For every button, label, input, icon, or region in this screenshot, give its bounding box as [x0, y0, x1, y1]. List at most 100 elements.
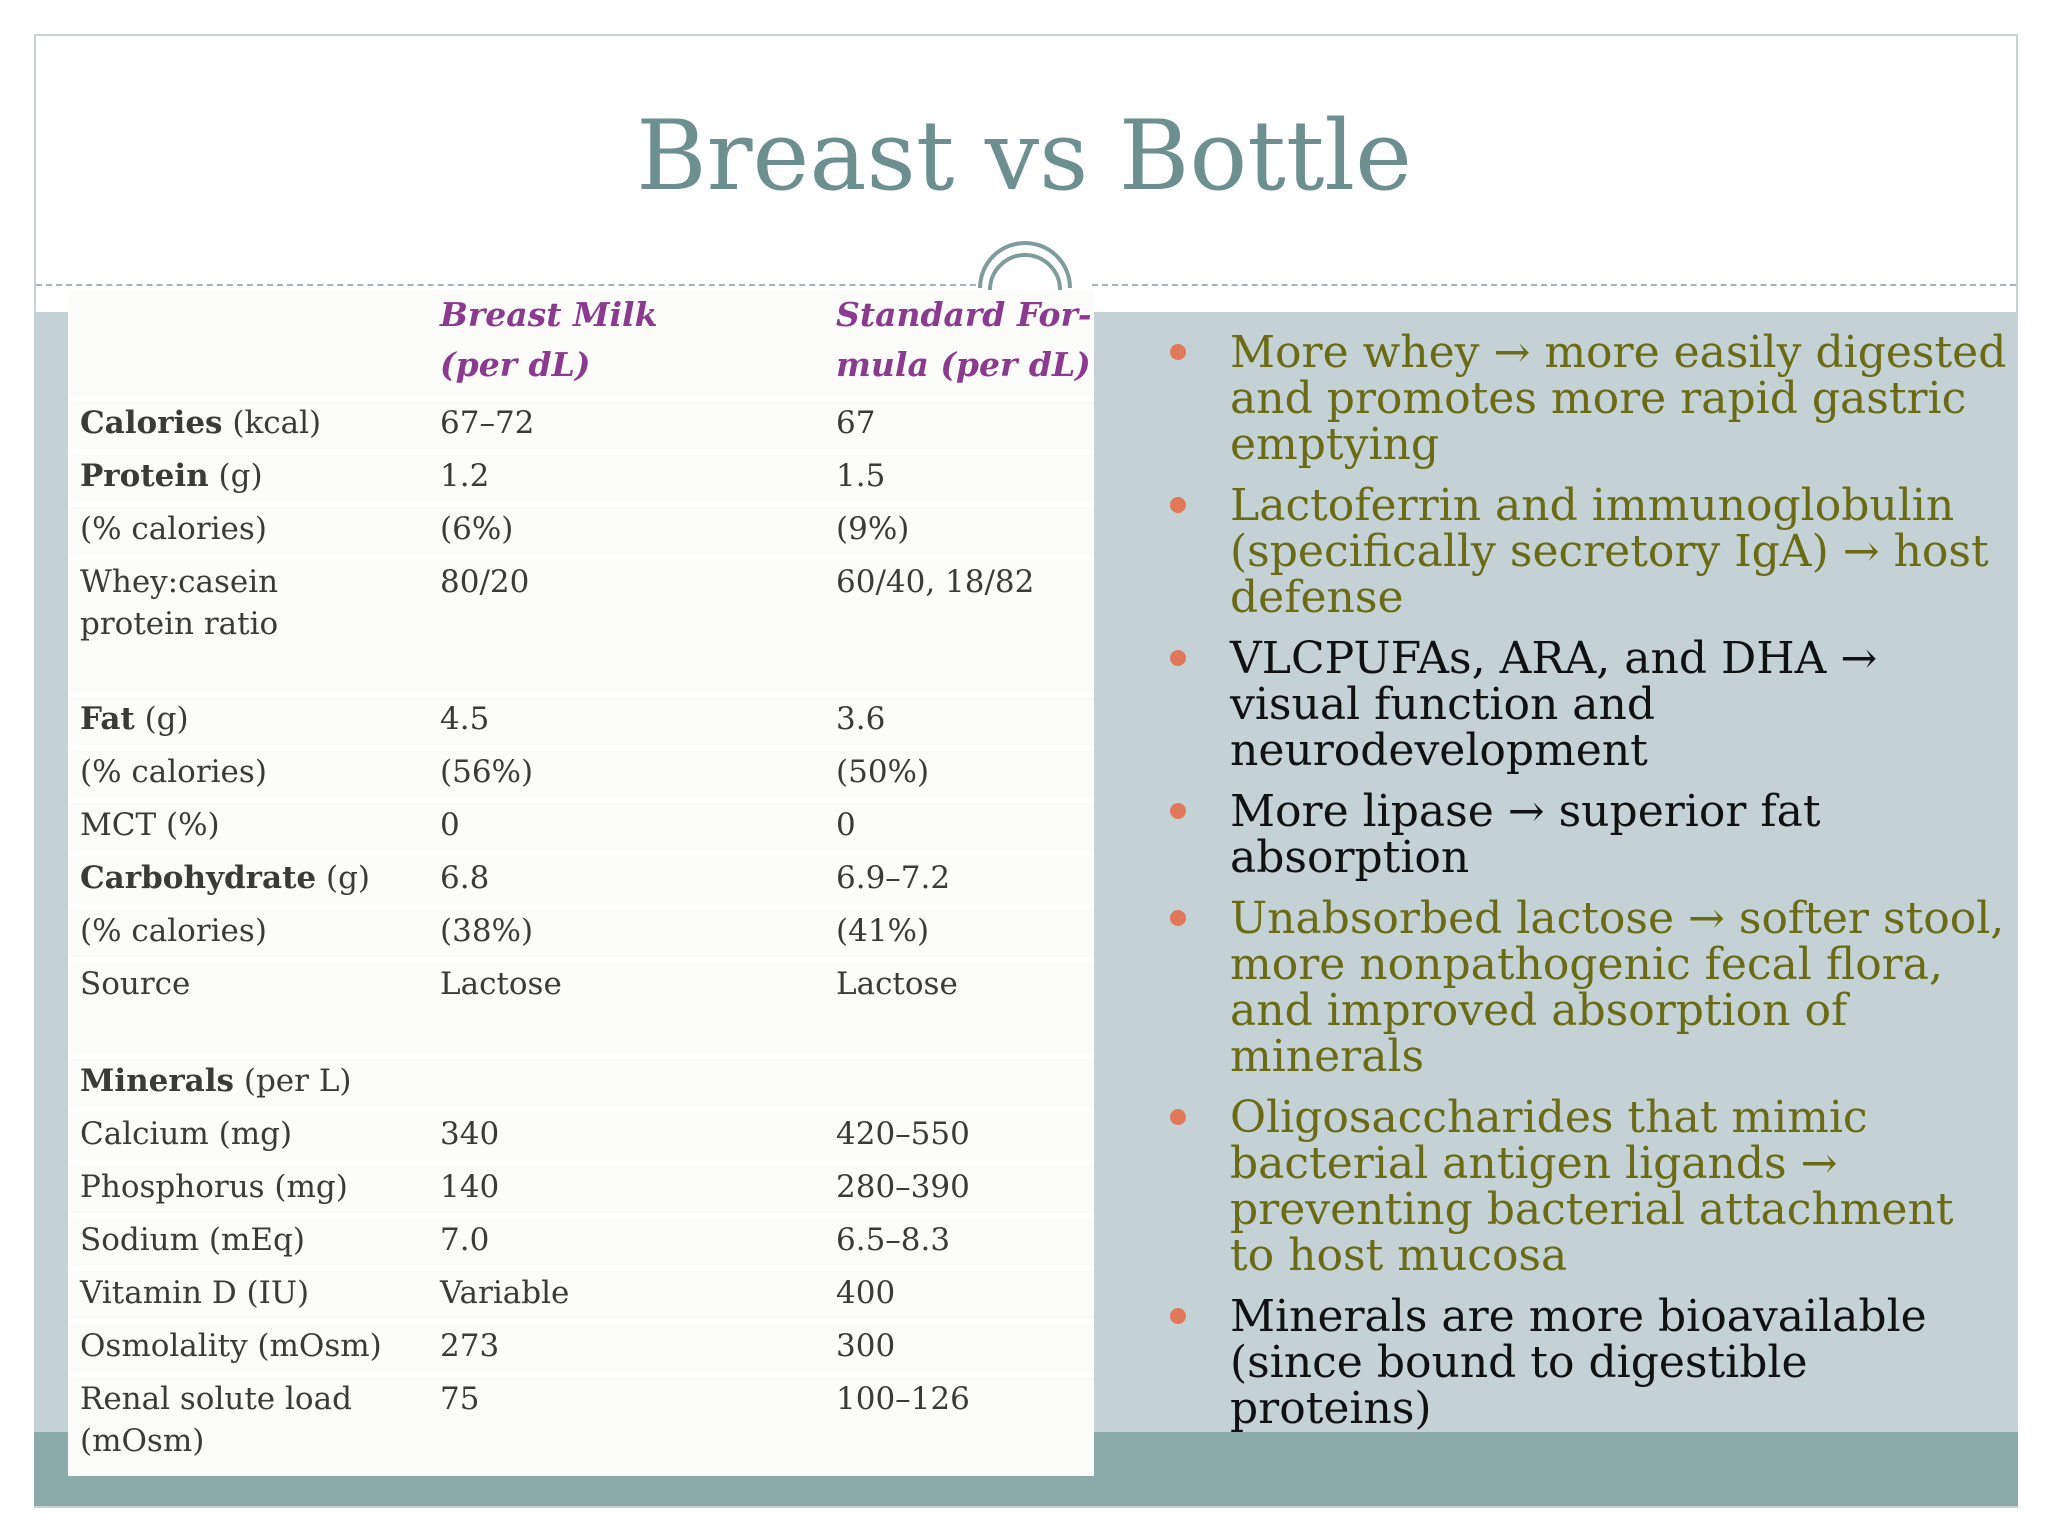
formula-value: Lactose — [836, 966, 958, 1002]
formula-value: 100–126 — [836, 1381, 970, 1417]
formula-value: 67 — [836, 405, 876, 441]
row-label: Protein (g) — [80, 455, 420, 497]
breast-milk-value: 273 — [440, 1328, 500, 1364]
row-label: Carbohydrate (g) — [80, 857, 420, 899]
row-label-text: (% calories) — [80, 913, 267, 949]
row-separator — [68, 904, 1094, 909]
formula-value: 6.5–8.3 — [836, 1222, 951, 1258]
header-breast-line2: (per dL) — [440, 345, 591, 384]
row-label-text: Osmolality (mOsm) — [80, 1328, 382, 1364]
row-separator — [68, 798, 1094, 803]
row-separator — [68, 1160, 1094, 1165]
breast-milk-value: 6.8 — [440, 860, 490, 896]
row-separator — [68, 692, 1094, 697]
bullet-text: More whey → more easily digested and pro… — [1230, 327, 2007, 470]
ornament-arc-icon — [978, 241, 1072, 291]
row-label-text: Sodium (mEq) — [80, 1222, 305, 1258]
breast-milk-value: Variable — [440, 1275, 570, 1311]
row-separator — [68, 1266, 1094, 1271]
breast-milk-value: 7.0 — [440, 1222, 490, 1258]
row-label-text: (g) — [134, 701, 189, 737]
breast-milk-value: 140 — [440, 1169, 500, 1205]
row-label: Osmolality (mOsm) — [80, 1325, 420, 1367]
header-formula-line2: mula (per dL) — [836, 345, 1091, 384]
row-label-text: (% calories) — [80, 754, 267, 790]
bullet-text: Lactoferrin and immunoglobulin (specific… — [1230, 480, 1989, 623]
row-label: (% calories) — [80, 508, 420, 550]
row-label-bold: Fat — [80, 701, 135, 737]
row-label-bold: Minerals — [80, 1063, 235, 1099]
formula-value: 60/40, 18/82 — [836, 564, 1035, 600]
breast-milk-value: 1.2 — [440, 458, 490, 494]
bullet-item: Unabsorbed lactose → softer stool, more … — [1168, 896, 2008, 1080]
breast-milk-value: 340 — [440, 1116, 500, 1152]
breast-milk-value: 67–72 — [440, 405, 535, 441]
breast-milk-value: Lactose — [440, 966, 562, 1002]
header-breast-line1: Breast Milk — [440, 295, 658, 334]
nutrition-table: Breast Milk (per dL) Standard For- mula … — [68, 290, 1094, 1476]
row-label: (% calories) — [80, 751, 420, 793]
row-separator — [68, 555, 1094, 560]
bullet-dot-icon — [1170, 803, 1186, 819]
row-label-text: Renal solute load — [80, 1381, 352, 1417]
row-label-line2: (mOsm) — [80, 1423, 205, 1459]
row-label-text: (kcal) — [222, 405, 322, 441]
row-separator — [68, 1054, 1094, 1059]
row-separator — [68, 449, 1094, 454]
row-label: Vitamin D (IU) — [80, 1272, 420, 1314]
row-label: Whey:casein protein ratio — [80, 561, 420, 645]
formula-value: (50%) — [836, 754, 930, 790]
row-label-line2: protein ratio — [80, 606, 279, 642]
slide-title: Breast vs Bottle — [636, 100, 1412, 212]
formula-value: 6.9–7.2 — [836, 860, 951, 896]
bullet-text: Oligosaccharides that mimic bacterial an… — [1230, 1092, 1954, 1281]
row-label-text: MCT (%) — [80, 807, 220, 843]
formula-value: 300 — [836, 1328, 896, 1364]
bullet-list: More whey → more easily digested and pro… — [1168, 330, 2008, 1447]
formula-value: (41%) — [836, 913, 930, 949]
formula-value: 1.5 — [836, 458, 886, 494]
row-label-bold: Carbohydrate — [80, 860, 317, 896]
row-label: Calcium (mg) — [80, 1113, 420, 1155]
breast-milk-value: 80/20 — [440, 564, 530, 600]
formula-value: 420–550 — [836, 1116, 970, 1152]
formula-value: (9%) — [836, 511, 910, 547]
row-label: Phosphorus (mg) — [80, 1166, 420, 1208]
bullet-item: More whey → more easily digested and pro… — [1168, 330, 2008, 468]
bullet-text: VLCPUFAs, ARA, and DHA → visual function… — [1230, 633, 1878, 776]
row-separator — [68, 745, 1094, 750]
formula-value: 280–390 — [836, 1169, 970, 1205]
row-label: MCT (%) — [80, 804, 420, 846]
row-separator — [68, 851, 1094, 856]
bullet-item: Lactoferrin and immunoglobulin (specific… — [1168, 483, 2008, 621]
row-label-bold: Protein — [80, 458, 209, 494]
breast-milk-value: 0 — [440, 807, 460, 843]
row-label-bold: Calories — [80, 405, 223, 441]
row-label: Sodium (mEq) — [80, 1219, 420, 1261]
bullet-dot-icon — [1170, 650, 1186, 666]
row-label-text: Calcium (mg) — [80, 1116, 293, 1152]
row-label: Minerals (per L) — [80, 1060, 420, 1102]
row-label-text: Vitamin D (IU) — [80, 1275, 310, 1311]
row-separator — [68, 396, 1094, 401]
formula-value: 3.6 — [836, 701, 886, 737]
row-separator — [68, 957, 1094, 962]
header-formula-line1: Standard For- — [836, 295, 1092, 334]
row-label: Calories (kcal) — [80, 402, 420, 444]
title-divider-right — [1092, 284, 2016, 286]
row-label-text: Whey:casein — [80, 564, 279, 600]
row-separator — [68, 1319, 1094, 1324]
row-separator — [68, 1213, 1094, 1218]
breast-milk-value: 4.5 — [440, 701, 490, 737]
row-label: (% calories) — [80, 910, 420, 952]
bullet-dot-icon — [1170, 344, 1186, 360]
bullet-item: More lipase → superior fat absorption — [1168, 789, 2008, 881]
row-separator — [68, 502, 1094, 507]
row-label-text: Phosphorus (mg) — [80, 1169, 348, 1205]
bullet-dot-icon — [1170, 1308, 1186, 1324]
bullet-text: More lipase → superior fat absorption — [1230, 786, 1821, 883]
row-label-text: (g) — [208, 458, 263, 494]
breast-milk-value: (6%) — [440, 511, 514, 547]
row-label: Renal solute load (mOsm) — [80, 1378, 420, 1462]
row-separator — [68, 1372, 1094, 1377]
